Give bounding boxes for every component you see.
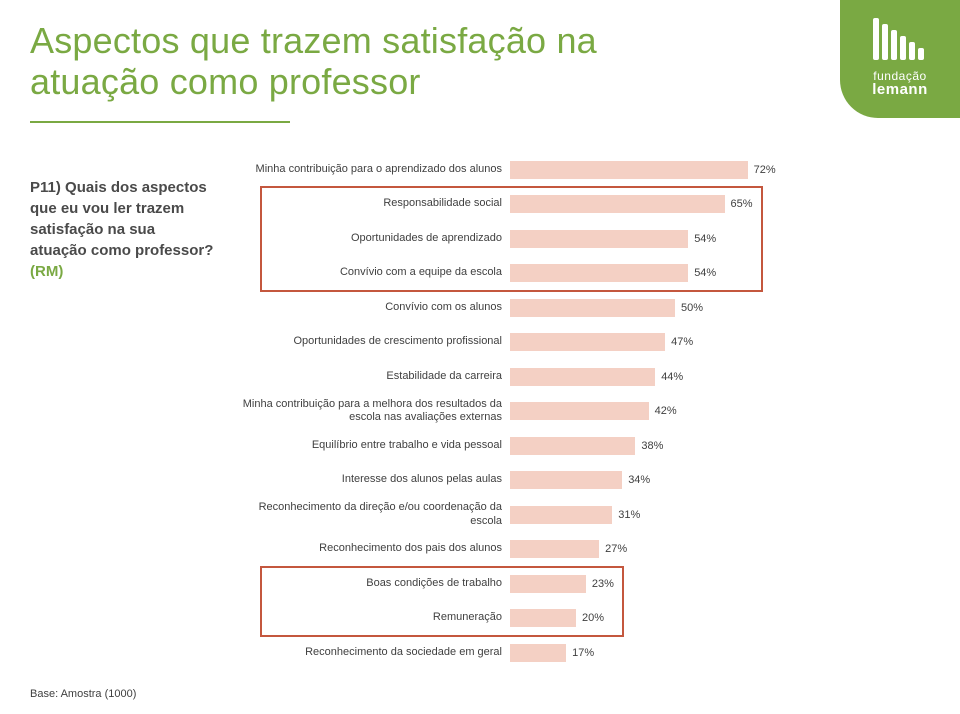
chart-row: Interesse dos alunos pelas aulas 34% xyxy=(225,465,930,495)
bar-area: 50% xyxy=(510,299,840,317)
bar xyxy=(510,368,655,386)
bar xyxy=(510,161,748,179)
bar xyxy=(510,540,599,558)
row-label: Interesse dos alunos pelas aulas xyxy=(225,473,510,487)
bar-value: 50% xyxy=(675,299,703,317)
chart-row: Estabilidade da carreira 44% xyxy=(225,362,930,392)
chart-row: Equilíbrio entre trabalho e vida pessoal… xyxy=(225,431,930,461)
bar xyxy=(510,437,635,455)
bar-value: 38% xyxy=(635,437,663,455)
bar-area: 42% xyxy=(510,402,840,420)
bar-area: 31% xyxy=(510,506,840,524)
bar xyxy=(510,333,665,351)
bar-value: 42% xyxy=(649,402,677,420)
row-label: Oportunidades de crescimento profissiona… xyxy=(225,335,510,349)
highlight-box xyxy=(260,566,624,637)
row-label: Reconhecimento dos pais dos alunos xyxy=(225,542,510,556)
question-suffix: (RM) xyxy=(30,263,63,280)
bar-value: 31% xyxy=(612,506,640,524)
row-label: Minha contribuição para o aprendizado do… xyxy=(225,163,510,177)
bar-area: 17% xyxy=(510,644,840,662)
bar-area: 44% xyxy=(510,368,840,386)
page-title: Aspectos que trazem satisfação na atuaçã… xyxy=(30,20,670,103)
logo-icon xyxy=(873,18,928,60)
bar-area: 38% xyxy=(510,437,840,455)
bar-area: 47% xyxy=(510,333,840,351)
bar xyxy=(510,402,649,420)
row-label: Equilíbrio entre trabalho e vida pessoal xyxy=(225,439,510,453)
bar-value: 17% xyxy=(566,644,594,662)
chart-row: Minha contribuição para o aprendizado do… xyxy=(225,155,930,185)
bar-area: 27% xyxy=(510,540,840,558)
row-label: Reconhecimento da direção e/ou coordenaç… xyxy=(225,501,510,529)
bar xyxy=(510,471,622,489)
bar-value: 47% xyxy=(665,333,693,351)
bar-area: 72% xyxy=(510,161,840,179)
question-text: P11) Quais dos aspectos que eu vou ler t… xyxy=(30,177,215,282)
bar xyxy=(510,299,675,317)
bar-area: 34% xyxy=(510,471,840,489)
row-label: Convívio com os alunos xyxy=(225,301,510,315)
bar-value: 44% xyxy=(655,368,683,386)
chart-row: Reconhecimento dos pais dos alunos 27% xyxy=(225,534,930,564)
logo-text-2: lemann xyxy=(855,81,945,98)
chart-row: Reconhecimento da sociedade em geral 17% xyxy=(225,638,930,668)
row-label: Reconhecimento da sociedade em geral xyxy=(225,646,510,660)
chart-row: Minha contribuição para a melhora dos re… xyxy=(225,396,930,426)
bar xyxy=(510,506,612,524)
chart-row: Oportunidades de crescimento profissiona… xyxy=(225,327,930,357)
highlight-box xyxy=(260,186,763,292)
bar-value: 34% xyxy=(622,471,650,489)
row-label: Minha contribuição para a melhora dos re… xyxy=(225,398,510,426)
row-label: Estabilidade da carreira xyxy=(225,370,510,384)
bar-value: 27% xyxy=(599,540,627,558)
chart-row: Convívio com os alunos 50% xyxy=(225,293,930,323)
bar-chart: Minha contribuição para o aprendizado do… xyxy=(225,155,930,668)
chart-row: Reconhecimento da direção e/ou coordenaç… xyxy=(225,500,930,530)
bar-value: 72% xyxy=(748,161,776,179)
footer-note: Base: Amostra (1000) xyxy=(30,688,136,700)
bar xyxy=(510,644,566,662)
